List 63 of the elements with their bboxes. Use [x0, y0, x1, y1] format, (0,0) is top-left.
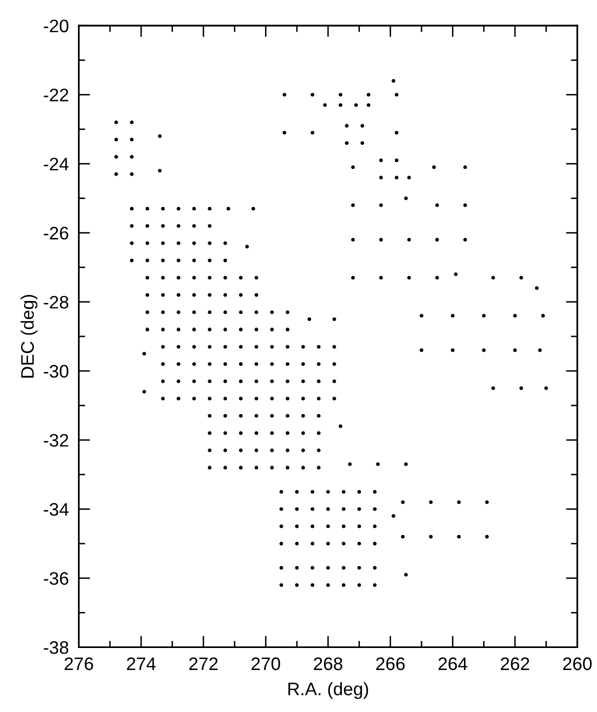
point [295, 583, 299, 587]
y-tick-label: -38 [44, 641, 68, 654]
point [342, 542, 346, 546]
point [357, 507, 362, 511]
x-tick-label: 260 [563, 657, 592, 670]
point [326, 542, 330, 546]
point [310, 524, 314, 528]
point [357, 566, 362, 570]
x-tick-label: 266 [376, 657, 405, 670]
y-tick-label: -28 [44, 296, 68, 309]
point [310, 583, 314, 587]
x-axis-title: R.A. (deg) [288, 682, 368, 699]
point [342, 507, 346, 511]
point [279, 583, 284, 587]
point [326, 507, 330, 511]
point [372, 583, 377, 587]
point [326, 490, 330, 494]
y-tick-label: -24 [44, 158, 69, 170]
point [342, 490, 346, 494]
point [310, 566, 314, 570]
x-tick-label: 272 [189, 657, 218, 670]
point [372, 566, 377, 570]
y-tick-label: -26 [44, 226, 68, 240]
point [342, 583, 346, 587]
point [357, 490, 362, 494]
point [279, 490, 284, 494]
y-tick-label: -22 [44, 88, 68, 102]
point [326, 566, 330, 570]
point [372, 507, 377, 511]
point [326, 583, 330, 587]
point [357, 583, 362, 587]
y-tick-label: -20 [44, 20, 68, 32]
point [342, 524, 346, 528]
point [310, 507, 314, 511]
x-tick-label: 262 [500, 657, 530, 670]
y-axis-title: DEC (deg) [20, 294, 38, 378]
x-tick-label: 264 [438, 657, 468, 670]
point [279, 507, 284, 511]
point [357, 542, 362, 546]
x-tick-label: 276 [64, 657, 94, 670]
point [295, 524, 299, 528]
point [279, 524, 284, 528]
y-tick-label: -36 [44, 572, 68, 585]
x-tick-label: 268 [314, 657, 342, 670]
x-tick-label: 270 [252, 657, 280, 670]
point [310, 490, 314, 494]
point [295, 566, 299, 570]
x-tick-label: 274 [126, 657, 156, 670]
point [372, 490, 377, 494]
point [372, 524, 377, 528]
point [295, 507, 299, 511]
point [357, 524, 362, 528]
point [295, 490, 299, 494]
y-tick-label: -32 [44, 434, 68, 447]
point [310, 542, 314, 546]
point [372, 542, 377, 546]
y-tick-label: -34 [44, 503, 69, 516]
point [279, 542, 284, 546]
point [295, 542, 299, 546]
point [279, 566, 284, 570]
point [326, 524, 330, 528]
point [342, 566, 346, 570]
y-tick-label: -30 [44, 364, 68, 378]
